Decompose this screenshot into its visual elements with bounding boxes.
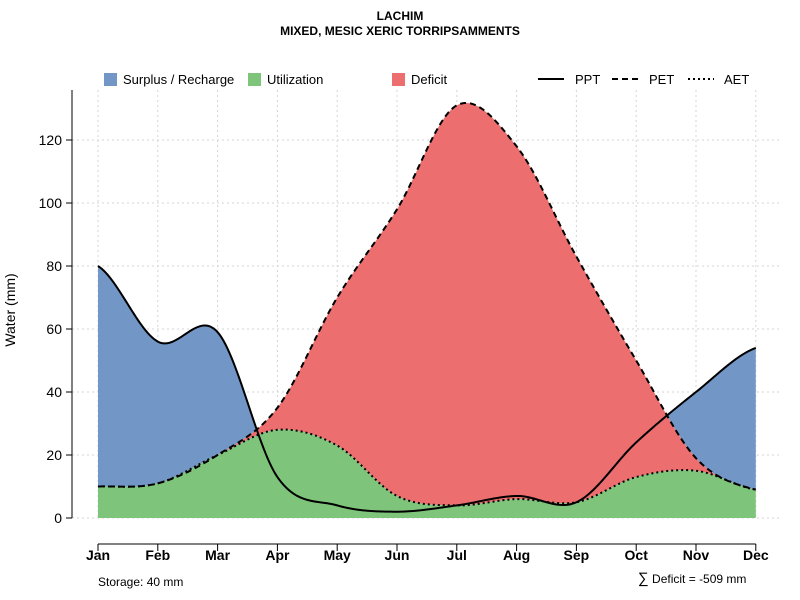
legend-label: PPT bbox=[575, 72, 600, 87]
aet-line bbox=[97, 428, 756, 507]
x-tick-label: Feb bbox=[145, 547, 170, 563]
deficit-area bbox=[98, 102, 756, 506]
legend-item-pet: PET bbox=[612, 72, 674, 87]
x-tick-label: Jul bbox=[447, 547, 467, 563]
x-tick-label: Mar bbox=[205, 547, 230, 563]
legend-label: PET bbox=[649, 72, 674, 87]
x-tick-label: May bbox=[324, 547, 351, 563]
legend-item-aet: AET bbox=[688, 72, 749, 87]
x-tick-label: Jun bbox=[385, 547, 410, 563]
y-tick-label: 120 bbox=[39, 132, 63, 148]
legend-swatch bbox=[104, 73, 117, 86]
y-tick-label: 80 bbox=[46, 258, 62, 274]
legend-item-utilization: Utilization bbox=[248, 72, 323, 87]
y-axis-label: Water (mm) bbox=[2, 273, 18, 346]
legend: Surplus / Recharge Utilization Deficit PPT P… bbox=[104, 72, 749, 87]
legend-label: AET bbox=[724, 72, 749, 87]
utilization-area bbox=[98, 429, 756, 518]
legend-item-deficit: Deficit bbox=[392, 72, 448, 87]
legend-label: Utilization bbox=[267, 72, 323, 87]
ppt-line bbox=[97, 265, 757, 513]
x-tick-label: Nov bbox=[683, 547, 710, 563]
deficit-total-note: ∑ Deficit = -509 mm bbox=[638, 570, 746, 587]
y-tick-label: 20 bbox=[46, 447, 62, 463]
y-tick-label: 0 bbox=[54, 510, 62, 526]
deficit-total-label: Deficit = -509 mm bbox=[652, 572, 747, 586]
legend-swatch bbox=[248, 73, 261, 86]
storage-note: Storage: 40 mm bbox=[98, 575, 184, 589]
pet-line bbox=[97, 101, 757, 491]
y-tick-label: 40 bbox=[46, 384, 62, 400]
x-tick-label: Apr bbox=[265, 547, 290, 563]
x-tick-label: Sep bbox=[564, 547, 590, 563]
y-tick-label: 60 bbox=[46, 321, 62, 337]
x-tick-label: Aug bbox=[503, 547, 530, 563]
legend-item-ppt: PPT bbox=[538, 72, 600, 87]
x-tick-label: Jan bbox=[86, 547, 110, 563]
sum-icon: ∑ bbox=[638, 570, 649, 587]
y-tick-label: 100 bbox=[39, 195, 63, 211]
chart-subtitle: MIXED, MESIC XERIC TORRIPSAMMENTS bbox=[280, 24, 520, 38]
legend-item-surplus-recharge: Surplus / Recharge bbox=[104, 72, 234, 87]
legend-label: Deficit bbox=[411, 72, 448, 87]
chart-title: LACHIM bbox=[376, 9, 424, 23]
x-tick-label: Oct bbox=[625, 547, 649, 563]
x-tick-label: Dec bbox=[743, 547, 769, 563]
legend-label: Surplus / Recharge bbox=[123, 72, 234, 87]
legend-swatch bbox=[392, 73, 405, 86]
